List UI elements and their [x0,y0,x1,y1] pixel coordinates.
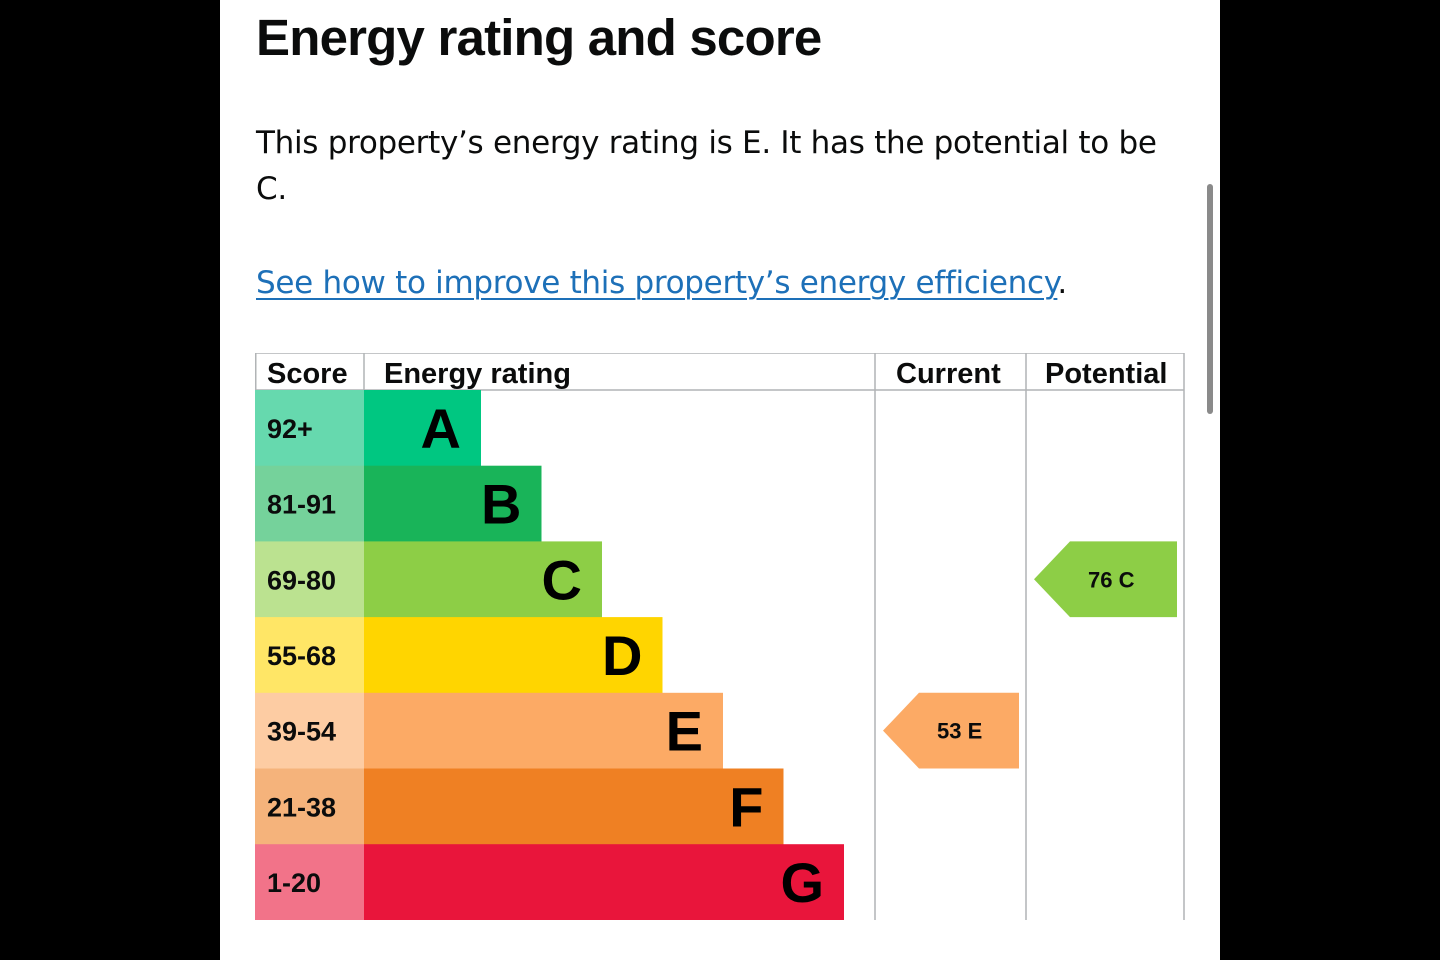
energy-rating-column-header: Energy rating [384,358,571,390]
rating-letter-f: F [729,775,763,838]
link-suffix: . [1057,265,1067,301]
score-cell-b [255,465,364,542]
scrollbar[interactable] [1207,184,1213,414]
score-cell-g [255,844,364,920]
score-range-f: 21-38 [267,792,336,822]
rating-bar-e [364,692,723,769]
score-cell-e [255,692,364,769]
rating-bar-c [364,541,602,618]
rating-letter-a: A [421,397,461,460]
improve-efficiency-link[interactable]: See how to improve this property’s energ… [256,265,1058,301]
score-range-c: 69-80 [267,565,336,595]
score-cell-f [255,768,364,845]
potential-rating-arrow [1034,541,1177,618]
score-range-b: 81-91 [267,490,336,520]
rating-bar-b [364,465,542,542]
score-range-d: 55-68 [267,641,336,671]
score-range-e: 39-54 [267,717,336,747]
rating-letter-b: B [481,473,521,536]
improve-link-line: See how to improve this property’s energ… [256,260,1067,306]
score-range-a: 92+ [267,414,313,444]
current-column-header: Current [896,358,1001,390]
current-rating-arrow [883,692,1019,769]
rating-summary: This property’s energy rating is E. It h… [256,125,1157,207]
score-column-header: Score [267,358,348,390]
score-cell-a [255,390,364,467]
rating-letter-g: G [780,851,824,914]
rating-bar-f [364,768,784,845]
rating-letter-d: D [602,624,642,687]
energy-rating-chart: Score Energy rating Current Potential 92+ A 81… [255,353,1185,920]
rating-letter-c: C [542,548,582,611]
energy-rating-svg: Score Energy rating Current Potential 92+ A 81… [255,353,1185,920]
score-cell-d [255,617,364,694]
score-cell-c [255,541,364,618]
rating-letter-e: E [666,700,703,763]
content-panel: Energy rating and score This property’s … [220,0,1220,960]
score-range-g: 1-20 [267,868,321,898]
rating-bar-a [364,390,481,467]
current-rating-score-label: 53 E [937,719,982,744]
potential-column-header: Potential [1045,358,1167,390]
page-title: Energy rating and score [256,9,822,66]
potential-rating-score-label: 76 C [1088,567,1135,592]
rating-bar-g [364,844,844,920]
rating-bar-d [364,617,663,694]
